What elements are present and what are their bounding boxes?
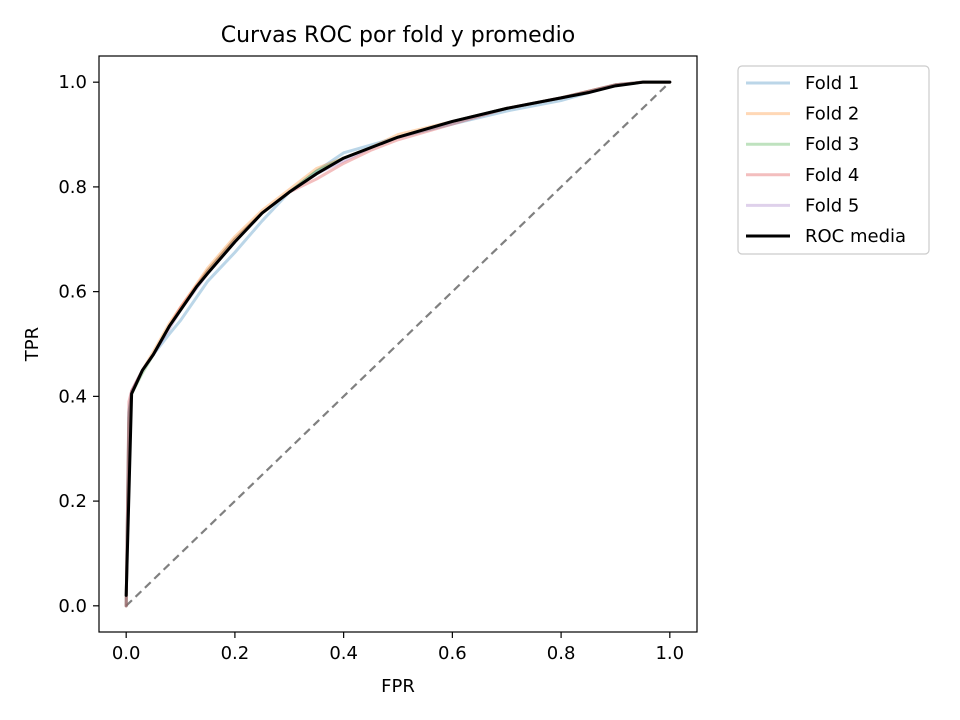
x-tick-label: 0.8 bbox=[547, 643, 576, 664]
x-tick-label: 0.4 bbox=[329, 643, 358, 664]
legend: Fold 1 Fold 2 Fold 3 Fold 4 Fold 5 ROC media bbox=[737, 65, 930, 255]
y-tick-label: 0.8 bbox=[58, 177, 87, 198]
x-tick-label: 0.2 bbox=[221, 643, 250, 664]
chance-diagonal-line bbox=[125, 81, 671, 607]
y-tick-label: 0.6 bbox=[58, 282, 87, 303]
legend-label: Fold 2 bbox=[805, 104, 859, 125]
axes-ticks: 0.0 0.2 0.4 0.6 0.8 1.0 0.0 0.2 0.4 0.6 0.8 1.0 bbox=[58, 72, 684, 664]
x-tick-label: 0.6 bbox=[438, 643, 467, 664]
x-tick-label: 1.0 bbox=[655, 643, 684, 664]
y-axis-label: TPR bbox=[22, 327, 43, 362]
x-axis-label: FPR bbox=[381, 676, 415, 697]
legend-label: Fold 5 bbox=[805, 195, 859, 216]
y-tick-label: 1.0 bbox=[58, 72, 87, 93]
chart-title: Curvas ROC por fold y promedio bbox=[221, 23, 576, 48]
legend-label: ROC media bbox=[805, 226, 906, 247]
y-tick-label: 0.2 bbox=[58, 491, 87, 512]
legend-label: Fold 1 bbox=[805, 73, 859, 94]
plot-area bbox=[124, 80, 672, 608]
x-tick-label: 0.0 bbox=[112, 643, 141, 664]
y-tick-label: 0.0 bbox=[58, 596, 87, 617]
y-tick-label: 0.4 bbox=[58, 386, 87, 407]
plot-frame bbox=[98, 55, 698, 633]
legend-label: Fold 3 bbox=[805, 134, 859, 155]
legend-label: Fold 4 bbox=[805, 165, 859, 186]
legend-box bbox=[737, 65, 930, 255]
mean-roc-line bbox=[124, 80, 672, 597]
